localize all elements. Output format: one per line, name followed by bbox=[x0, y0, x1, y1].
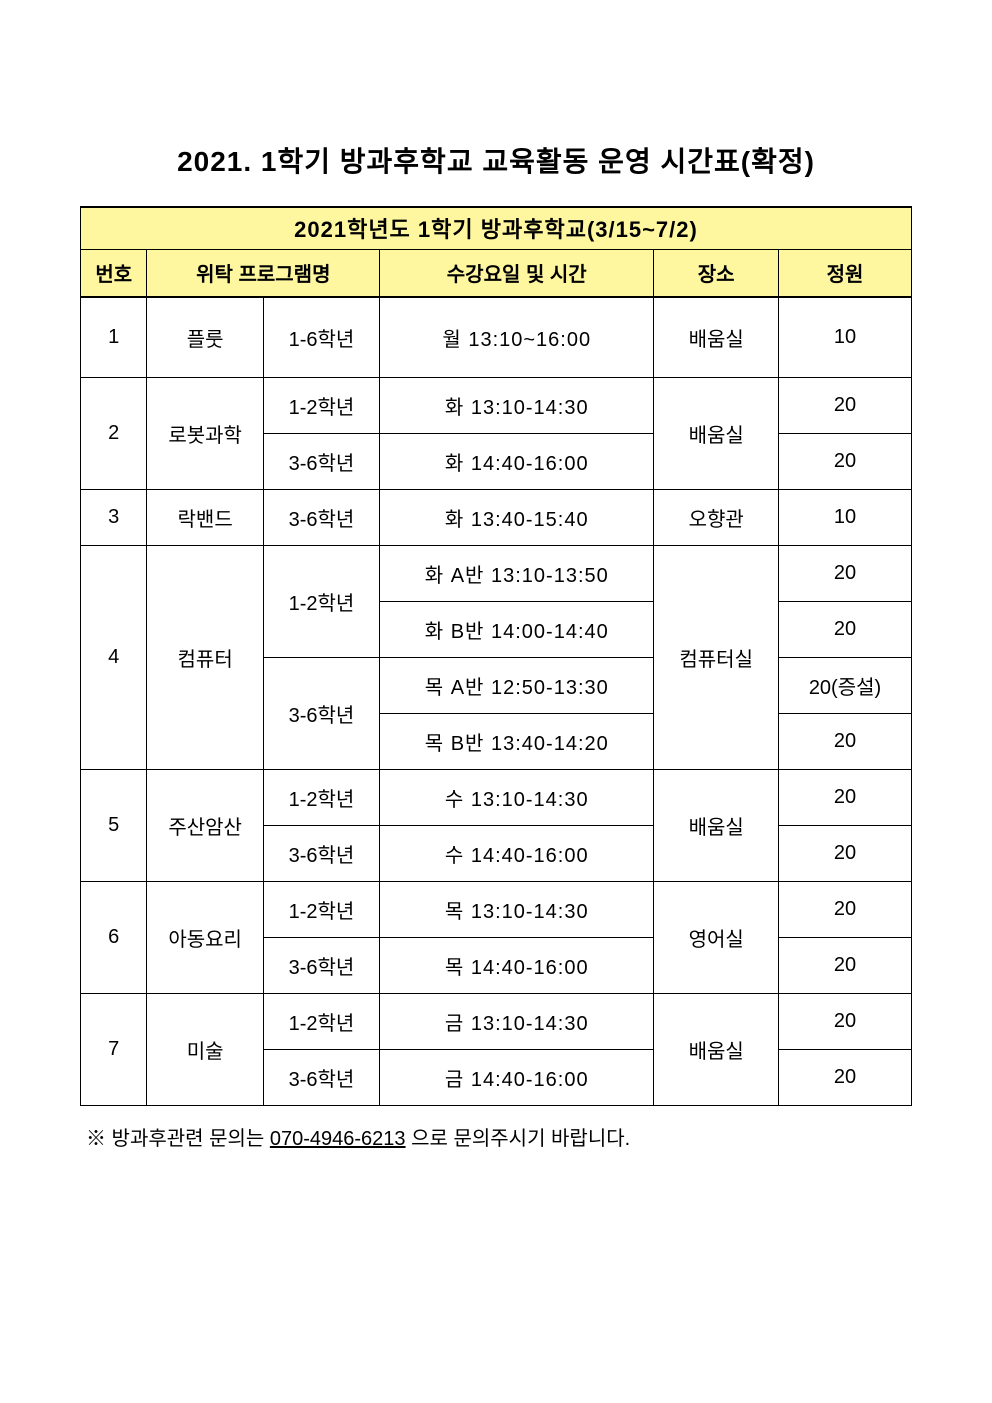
cell-program: 로봇과학 bbox=[147, 377, 263, 489]
cell-capacity: 20 bbox=[779, 937, 912, 993]
cell-time: 화 14:40-16:00 bbox=[380, 433, 654, 489]
cell-grade: 1-2학년 bbox=[263, 993, 379, 1049]
cell-capacity: 20 bbox=[779, 601, 912, 657]
cell-capacity: 20 bbox=[779, 993, 912, 1049]
cell-no: 4 bbox=[81, 545, 147, 769]
cell-no: 5 bbox=[81, 769, 147, 881]
cell-location: 오향관 bbox=[654, 489, 779, 545]
cell-program: 플룻 bbox=[147, 297, 263, 377]
col-header-time: 수강요일 및 시간 bbox=[380, 249, 654, 297]
cell-grade: 1-2학년 bbox=[263, 881, 379, 937]
cell-capacity: 20 bbox=[779, 769, 912, 825]
page-title: 2021. 1학기 방과후학교 교육활동 운영 시간표(확정) bbox=[80, 140, 912, 180]
cell-no: 7 bbox=[81, 993, 147, 1105]
cell-time: 수 14:40-16:00 bbox=[380, 825, 654, 881]
cell-capacity: 20 bbox=[779, 881, 912, 937]
cell-capacity: 20 bbox=[779, 825, 912, 881]
cell-time: 금 14:40-16:00 bbox=[380, 1049, 654, 1105]
cell-time: 목 14:40-16:00 bbox=[380, 937, 654, 993]
table-header-row: 번호 위탁 프로그램명 수강요일 및 시간 장소 정원 bbox=[81, 249, 912, 297]
col-header-location: 장소 bbox=[654, 249, 779, 297]
cell-time: 목 B반 13:40-14:20 bbox=[380, 713, 654, 769]
cell-capacity: 20(증설) bbox=[779, 657, 912, 713]
col-header-capacity: 정원 bbox=[779, 249, 912, 297]
footer-prefix: ※ 방과후관련 문의는 bbox=[86, 1128, 270, 1150]
cell-grade: 3-6학년 bbox=[263, 433, 379, 489]
table-row: 1 플룻 1-6학년 월 13:10~16:00 배움실 10 bbox=[81, 297, 912, 377]
cell-time: 금 13:10-14:30 bbox=[380, 993, 654, 1049]
cell-time: 목 13:10-14:30 bbox=[380, 881, 654, 937]
cell-capacity: 20 bbox=[779, 545, 912, 601]
cell-time: 화 B반 14:00-14:40 bbox=[380, 601, 654, 657]
cell-location: 컴퓨터실 bbox=[654, 545, 779, 769]
col-header-no: 번호 bbox=[81, 249, 147, 297]
cell-program: 락밴드 bbox=[147, 489, 263, 545]
cell-grade: 1-2학년 bbox=[263, 545, 379, 657]
table-row: 2 로봇과학 1-2학년 화 13:10-14:30 배움실 20 bbox=[81, 377, 912, 433]
cell-location: 배움실 bbox=[654, 993, 779, 1105]
cell-location: 영어실 bbox=[654, 881, 779, 993]
cell-capacity: 20 bbox=[779, 433, 912, 489]
cell-program: 컴퓨터 bbox=[147, 545, 263, 769]
cell-location: 배움실 bbox=[654, 769, 779, 881]
footer-phone: 070-4946-6213 bbox=[270, 1128, 406, 1150]
footer-note: ※ 방과후관련 문의는 070-4946-6213 으로 문의주시기 바랍니다. bbox=[80, 1122, 912, 1151]
col-header-program: 위탁 프로그램명 bbox=[147, 249, 380, 297]
cell-time: 화 13:40-15:40 bbox=[380, 489, 654, 545]
cell-grade: 3-6학년 bbox=[263, 1049, 379, 1105]
table-row: 4 컴퓨터 1-2학년 화 A반 13:10-13:50 컴퓨터실 20 bbox=[81, 545, 912, 601]
cell-time: 화 13:10-14:30 bbox=[380, 377, 654, 433]
cell-program: 아동요리 bbox=[147, 881, 263, 993]
cell-grade: 1-2학년 bbox=[263, 769, 379, 825]
cell-program: 미술 bbox=[147, 993, 263, 1105]
footer-suffix: 으로 문의주시기 바랍니다. bbox=[406, 1128, 631, 1150]
cell-no: 3 bbox=[81, 489, 147, 545]
table-row: 3 락밴드 3-6학년 화 13:40-15:40 오향관 10 bbox=[81, 489, 912, 545]
cell-grade: 1-6학년 bbox=[263, 297, 379, 377]
table-banner-row: 2021학년도 1학기 방과후학교(3/15~7/2) bbox=[81, 207, 912, 249]
table-row: 5 주산암산 1-2학년 수 13:10-14:30 배움실 20 bbox=[81, 769, 912, 825]
cell-capacity: 10 bbox=[779, 297, 912, 377]
cell-grade: 3-6학년 bbox=[263, 657, 379, 769]
cell-capacity: 20 bbox=[779, 1049, 912, 1105]
table-row: 7 미술 1-2학년 금 13:10-14:30 배움실 20 bbox=[81, 993, 912, 1049]
cell-location: 배움실 bbox=[654, 297, 779, 377]
cell-time: 목 A반 12:50-13:30 bbox=[380, 657, 654, 713]
cell-no: 2 bbox=[81, 377, 147, 489]
cell-time: 화 A반 13:10-13:50 bbox=[380, 545, 654, 601]
table-row: 6 아동요리 1-2학년 목 13:10-14:30 영어실 20 bbox=[81, 881, 912, 937]
cell-capacity: 20 bbox=[779, 377, 912, 433]
cell-program: 주산암산 bbox=[147, 769, 263, 881]
cell-grade: 3-6학년 bbox=[263, 825, 379, 881]
cell-time: 월 13:10~16:00 bbox=[380, 297, 654, 377]
cell-no: 1 bbox=[81, 297, 147, 377]
cell-grade: 3-6학년 bbox=[263, 489, 379, 545]
schedule-table: 2021학년도 1학기 방과후학교(3/15~7/2) 번호 위탁 프로그램명 … bbox=[80, 206, 912, 1106]
table-banner: 2021학년도 1학기 방과후학교(3/15~7/2) bbox=[81, 207, 912, 249]
cell-no: 6 bbox=[81, 881, 147, 993]
cell-grade: 1-2학년 bbox=[263, 377, 379, 433]
cell-grade: 3-6학년 bbox=[263, 937, 379, 993]
cell-capacity: 10 bbox=[779, 489, 912, 545]
cell-location: 배움실 bbox=[654, 377, 779, 489]
cell-time: 수 13:10-14:30 bbox=[380, 769, 654, 825]
cell-capacity: 20 bbox=[779, 713, 912, 769]
